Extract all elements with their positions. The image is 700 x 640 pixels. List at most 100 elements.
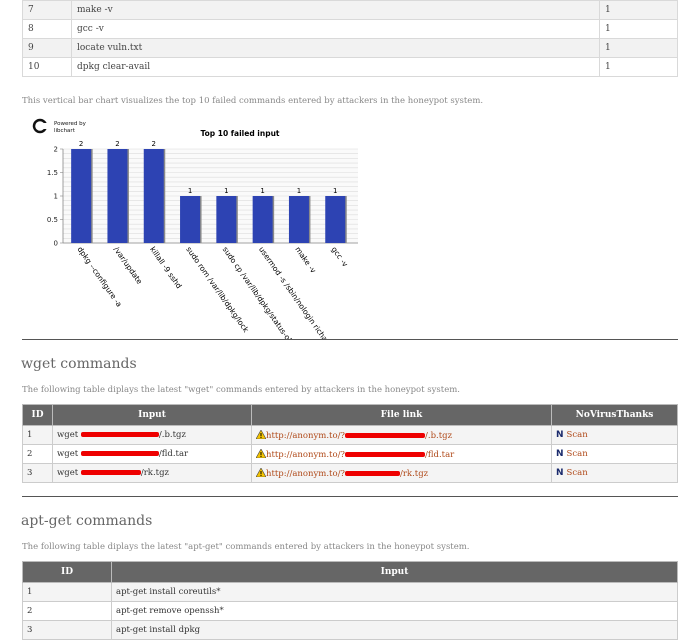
- bar: [71, 149, 92, 243]
- row-file-link[interactable]: http://anonym.to/?/fld.tar: [251, 444, 552, 464]
- bar: [216, 196, 237, 243]
- row-input: wget /.b.tgz: [52, 425, 252, 445]
- row-id: 3: [22, 463, 53, 483]
- row-id: 9: [22, 38, 72, 58]
- bar-value-label: 1: [333, 187, 337, 195]
- x-tick-label: usermod -s /sbin/nologin richarr: [257, 245, 333, 339]
- table-row: 8 gcc -v 1: [22, 19, 678, 39]
- wget-section-title: wget commands: [21, 356, 137, 372]
- row-input: gcc -v: [71, 19, 600, 39]
- bar: [252, 196, 273, 243]
- x-tick-label: gcc -v: [330, 245, 351, 269]
- bar-value-label: 2: [152, 140, 156, 148]
- x-tick-label: sudo rom /var/lib/dpkg/lock: [184, 245, 251, 335]
- chart-description: This vertical bar chart visualizes the t…: [22, 96, 484, 106]
- x-tick-label: make -v: [293, 245, 318, 275]
- bar: [143, 149, 164, 243]
- row-file-link[interactable]: http://anonym.to/?/rk.tgz: [251, 463, 552, 483]
- header-id: ID: [22, 561, 112, 583]
- row-input: wget /fld.tar: [52, 444, 252, 464]
- row-id: 3: [22, 620, 112, 640]
- y-tick-label: 0: [54, 240, 58, 248]
- table-row: 2 wget /fld.tar http://anonym.to/?/fld.t…: [22, 444, 678, 464]
- chart-title: Top 10 failed input: [200, 129, 279, 138]
- table-row: 10 dpkg clear-avail 1: [22, 57, 678, 77]
- redaction-mark: [80, 432, 159, 437]
- bar: [288, 196, 309, 243]
- row-count: 1: [599, 0, 678, 20]
- y-tick-label: 1: [54, 193, 58, 201]
- wget-section-description: The following table diplays the latest "…: [22, 385, 460, 395]
- bar: [325, 196, 346, 243]
- bar-value-label: 1: [297, 187, 301, 195]
- bar-value-label: 1: [188, 187, 192, 195]
- header-input: Input: [52, 404, 252, 426]
- redaction-mark: [345, 470, 400, 476]
- table-row: 3 wget /rk.tgz http://anonym.to/?/rk.tgz…: [22, 463, 678, 483]
- section-divider: [22, 339, 678, 340]
- row-input: wget /rk.tgz: [52, 463, 252, 483]
- row-input: dpkg clear-avail: [71, 57, 600, 77]
- scan-link[interactable]: Scan: [566, 430, 588, 440]
- bar: [107, 149, 128, 243]
- row-input: apt-get install coreutils*: [111, 582, 678, 602]
- warning-icon: [256, 448, 266, 458]
- row-id: 1: [22, 425, 53, 445]
- table-row: 1 wget /.b.tgz http://anonym.to/?/.b.tgz…: [22, 425, 678, 445]
- y-tick-label: 0.5: [47, 216, 58, 224]
- header-file-link: File link: [251, 404, 552, 426]
- bar-value-label: 1: [260, 187, 264, 195]
- libchart-logo: Powered by libchart: [32, 118, 87, 134]
- x-tick-label: sudo cp /var/lib/dpkg/status-old: [221, 245, 297, 339]
- bar-value-label: 1: [224, 187, 228, 195]
- warning-icon: [256, 467, 266, 477]
- y-tick-label: 2: [54, 146, 58, 154]
- row-file-link[interactable]: http://anonym.to/?/.b.tgz: [251, 425, 552, 445]
- libchart-logo-cut: [42, 123, 48, 129]
- novirusthanks-logo-icon: N: [556, 449, 564, 459]
- file-link[interactable]: http://anonym.to/?/fld.tar: [266, 449, 455, 460]
- y-tick-label: 1.5: [47, 169, 58, 177]
- scan-link[interactable]: Scan: [566, 449, 588, 459]
- header-novirusthanks: NoVirusThanks: [551, 404, 678, 426]
- row-count: 1: [599, 19, 678, 39]
- header-id: ID: [22, 404, 53, 426]
- row-input: locate vuln.txt: [71, 38, 600, 58]
- libchart-logo-line2: libchart: [54, 128, 76, 134]
- row-novirusthanks: N Scan: [551, 425, 678, 445]
- x-tick-label: killall -9 sshd: [148, 245, 184, 290]
- wget-table: ID Input File link NoVirusThanks 1 wget …: [22, 404, 678, 483]
- row-count: 1: [599, 57, 678, 77]
- bar-value-label: 2: [79, 140, 83, 148]
- redaction-mark: [345, 432, 425, 438]
- warning-icon: [256, 429, 266, 439]
- section-divider: [22, 496, 678, 497]
- row-id: 8: [22, 19, 72, 39]
- redaction-mark: [80, 451, 159, 456]
- redaction-mark: [345, 451, 425, 457]
- novirusthanks-logo-icon: N: [556, 468, 564, 478]
- table-header: ID Input File link NoVirusThanks: [22, 404, 678, 426]
- row-id: 7: [22, 0, 72, 20]
- file-link[interactable]: http://anonym.to/?/rk.tgz: [266, 468, 429, 479]
- redaction-mark: [80, 470, 141, 475]
- row-input: make -v: [71, 0, 600, 20]
- x-tick-label: /var/update: [112, 245, 145, 286]
- row-id: 1: [22, 582, 112, 602]
- failed-input-table: 7 make -v 1 8 gcc -v 1 9 locate vuln.txt…: [22, 0, 678, 77]
- table-row: 7 make -v 1: [22, 0, 678, 20]
- row-id: 10: [22, 57, 72, 77]
- table-row: 9 locate vuln.txt 1: [22, 38, 678, 58]
- scan-link[interactable]: Scan: [566, 468, 588, 478]
- aptget-section-description: The following table diplays the latest "…: [22, 542, 470, 552]
- table-row: 2 apt-get remove openssh*: [22, 601, 678, 621]
- row-novirusthanks: N Scan: [551, 444, 678, 464]
- bar: [180, 196, 201, 243]
- row-count: 1: [599, 38, 678, 58]
- failed-input-bar-chart: Powered by libchart Top 10 failed input …: [32, 118, 358, 339]
- row-id: 2: [22, 444, 53, 464]
- row-input: apt-get remove openssh*: [111, 601, 678, 621]
- row-id: 2: [22, 601, 112, 621]
- file-link[interactable]: http://anonym.to/?/.b.tgz: [266, 430, 453, 441]
- bar-value-label: 2: [115, 140, 119, 148]
